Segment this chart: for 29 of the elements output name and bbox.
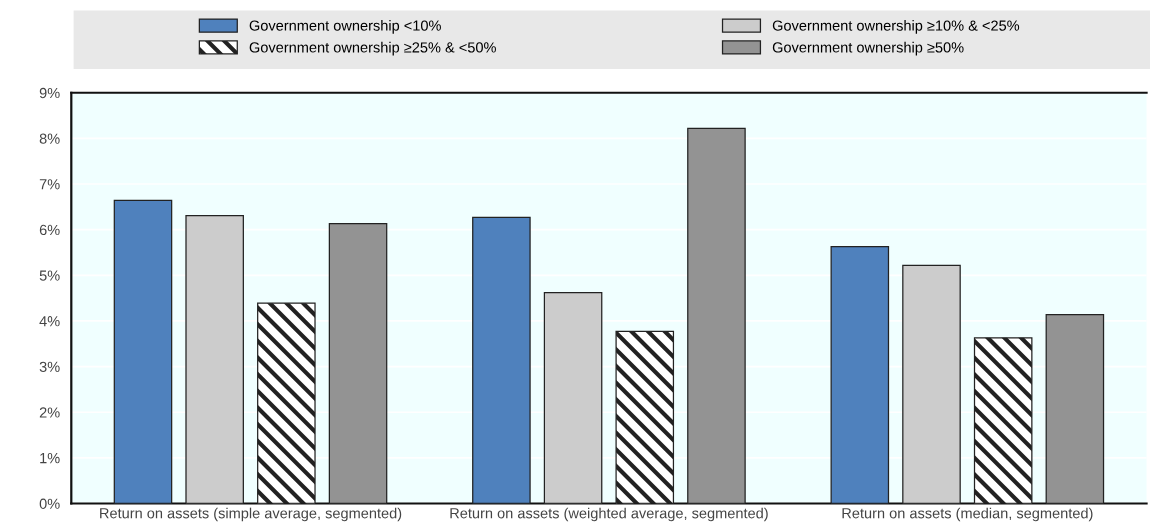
y-tick-label: 0% <box>39 498 60 509</box>
bar <box>185 214 244 504</box>
x-tick-label: Return on assets (weighted average, segmented) <box>450 507 768 522</box>
bar <box>615 330 675 504</box>
bar <box>113 199 173 504</box>
y-tick-label: 6% <box>39 224 60 236</box>
x-tick-label: Return on assets (median, segmented) <box>842 507 1093 522</box>
legend-label: Government ownership <10% <box>249 20 441 34</box>
legend-label: Government ownership ≥10% & <25% <box>772 20 1020 34</box>
bar <box>328 223 388 504</box>
bar <box>1045 313 1105 504</box>
y-tick-label: 4% <box>39 316 60 327</box>
legend-label: Government ownership ≥25% & <50% <box>249 41 496 56</box>
y-tick-label: 1% <box>40 453 60 464</box>
bar <box>973 337 1033 504</box>
y-tick-label: 8% <box>39 133 60 144</box>
legend-label: Government ownership ≥50% <box>772 41 964 56</box>
bar <box>472 216 531 504</box>
bar <box>830 245 890 504</box>
bar <box>543 292 603 504</box>
bar <box>687 127 746 504</box>
bar <box>902 264 961 504</box>
y-tick-label: 9% <box>39 87 60 99</box>
x-tick-label: Return on assets (simple average, segmented) <box>100 507 402 522</box>
y-tick-label: 5% <box>39 270 60 281</box>
y-tick-label: 2% <box>39 407 60 418</box>
bar <box>257 302 316 504</box>
y-tick-label: 3% <box>39 361 60 373</box>
y-tick-label: 7% <box>39 179 60 190</box>
